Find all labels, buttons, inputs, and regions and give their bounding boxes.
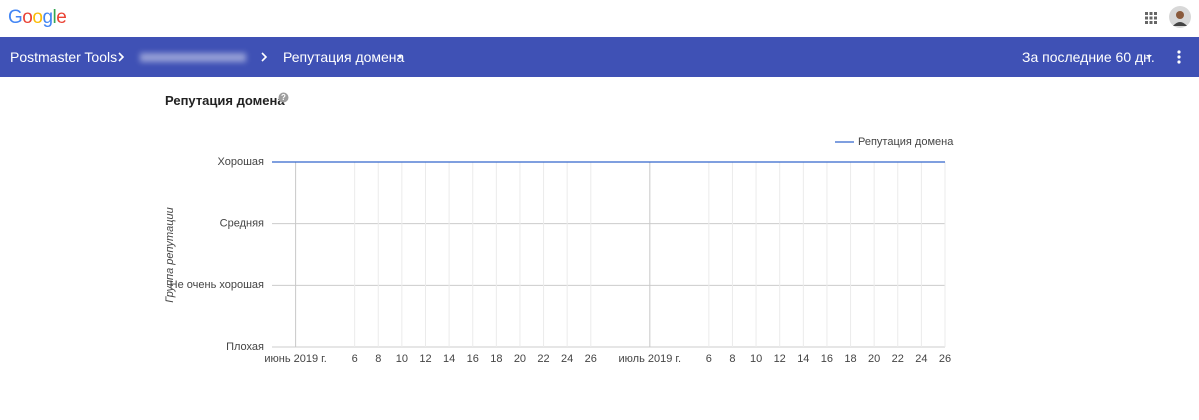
legend-label: Репутация домена bbox=[858, 136, 954, 148]
x-tick-label: июнь 2019 г. bbox=[264, 353, 327, 365]
help-icon[interactable]: ? bbox=[278, 92, 289, 103]
google-logo[interactable]: Google bbox=[8, 7, 67, 28]
x-tick-label: 16 bbox=[467, 353, 479, 365]
svg-text:?: ? bbox=[281, 93, 286, 102]
dropdown-arrow bbox=[397, 55, 403, 58]
x-tick-label: 8 bbox=[375, 353, 381, 365]
product-link[interactable]: Postmaster Tools bbox=[10, 49, 118, 65]
chevron bbox=[118, 52, 125, 62]
y-tick-label: Не очень хорошая bbox=[170, 279, 264, 291]
x-tick-label: 20 bbox=[514, 353, 526, 365]
x-tick-label: 24 bbox=[915, 353, 927, 365]
more-menu[interactable] bbox=[1176, 49, 1182, 65]
x-tick-label: 16 bbox=[821, 353, 833, 365]
x-tick-label: 10 bbox=[750, 353, 762, 365]
x-tick-label: 12 bbox=[774, 353, 786, 365]
x-tick-label: 12 bbox=[419, 353, 431, 365]
x-tick-label: 26 bbox=[585, 353, 597, 365]
period-dropdown[interactable]: За последние 60 дн. bbox=[1022, 49, 1155, 65]
x-tick-label: 24 bbox=[561, 353, 573, 365]
y-tick-label: Хорошая bbox=[218, 156, 265, 168]
x-tick-label: 14 bbox=[797, 353, 809, 365]
chart: Группа репутации Плохая Не очень хорошая С… bbox=[164, 136, 954, 365]
chart-title: Репутация домена bbox=[165, 93, 285, 108]
x-tick-label: 14 bbox=[443, 353, 455, 365]
x-tick-label: 6 bbox=[352, 353, 358, 365]
apps-icon[interactable] bbox=[1144, 11, 1158, 25]
chevron bbox=[261, 52, 268, 62]
top-bar: Google bbox=[0, 0, 1199, 37]
page-dropdown[interactable]: Репутация домена bbox=[283, 49, 405, 65]
x-tick-label: 18 bbox=[844, 353, 856, 365]
nav-bar: Postmaster Tools Репутация домена За пос… bbox=[0, 37, 1199, 77]
x-tick-label: 20 bbox=[868, 353, 880, 365]
x-tick-label: июль 2019 г. bbox=[619, 353, 682, 365]
x-tick-label: 8 bbox=[729, 353, 735, 365]
dropdown-arrow bbox=[1146, 55, 1152, 58]
y-tick-label: Средняя bbox=[220, 218, 264, 230]
avatar[interactable] bbox=[1169, 6, 1191, 28]
x-tick-label: 22 bbox=[892, 353, 904, 365]
x-tick-label: 6 bbox=[706, 353, 712, 365]
x-tick-label: 10 bbox=[396, 353, 408, 365]
x-tick-label: 18 bbox=[490, 353, 502, 365]
x-tick-label: 22 bbox=[537, 353, 549, 365]
x-tick-label: 26 bbox=[939, 353, 951, 365]
y-axis-label: Группа репутации bbox=[164, 207, 176, 303]
y-tick-label: Плохая bbox=[226, 341, 264, 353]
blurred-domain[interactable] bbox=[140, 53, 246, 62]
